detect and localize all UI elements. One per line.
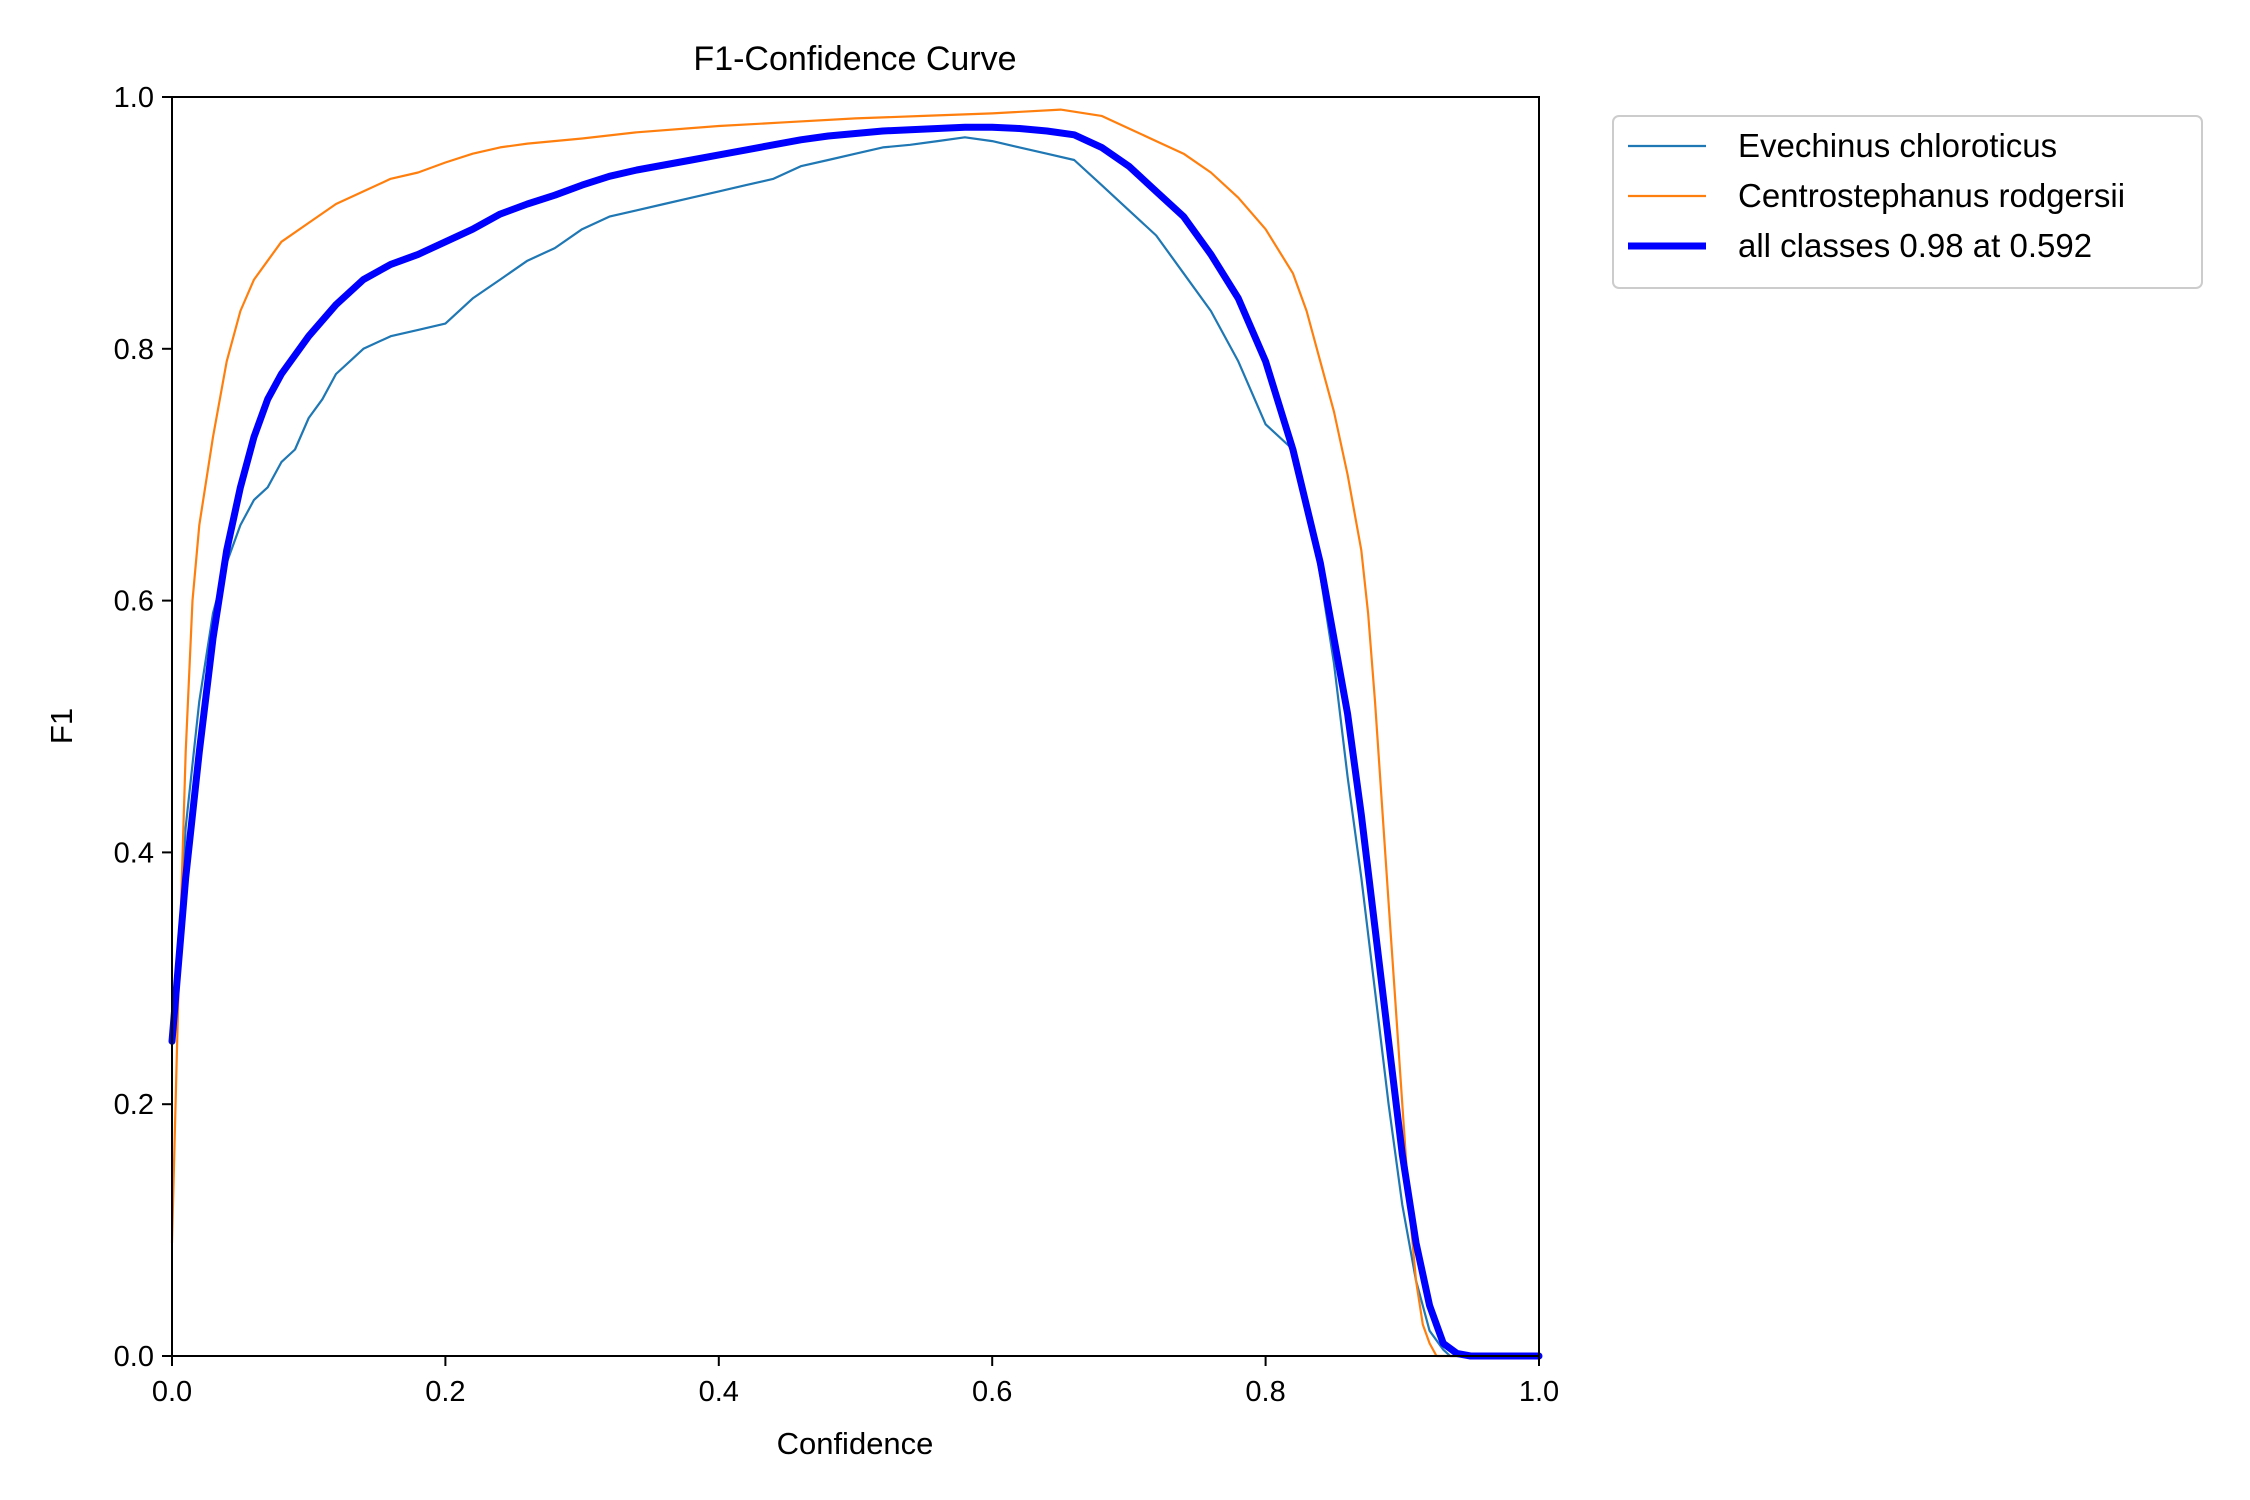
y-tick-label: 0.4 xyxy=(114,837,154,869)
y-tick-label: 0.2 xyxy=(114,1089,154,1121)
x-tick-label: 1.0 xyxy=(1519,1376,1559,1408)
x-tick-label: 0.6 xyxy=(972,1376,1012,1408)
legend-box xyxy=(1612,115,2203,289)
y-tick-label: 1.0 xyxy=(114,82,154,114)
x-tick-label: 0.4 xyxy=(699,1376,739,1408)
y-tick-label: 0.6 xyxy=(114,586,154,618)
plot-series xyxy=(168,108,1543,1360)
legend: Evechinus chloroticus Centrostephanus rod… xyxy=(1612,115,2203,289)
legend-label-3: all classes 0.98 at 0.592 xyxy=(1738,227,2092,264)
y-tick-label: 0.8 xyxy=(114,334,154,366)
x-tick-label: 0.2 xyxy=(425,1376,465,1408)
legend-entries: Evechinus chloroticus Centrostephanus rod… xyxy=(1628,127,2125,264)
y-axis-ticks: 0.0 0.2 0.4 0.6 0.8 1.0 xyxy=(114,82,172,1373)
chart-title: F1-Confidence Curve xyxy=(693,40,1016,78)
plot-frame xyxy=(171,96,1540,1357)
legend-label-2: Centrostephanus rodgersii xyxy=(1738,177,2125,214)
series-line-2 xyxy=(170,108,1541,1358)
y-tick-label: 0.0 xyxy=(114,1341,154,1373)
x-axis-label: Confidence xyxy=(777,1426,934,1461)
x-tick-label: 0.0 xyxy=(152,1376,192,1408)
legend-label-1: Evechinus chloroticus xyxy=(1738,127,2057,164)
x-tick-label: 0.8 xyxy=(1245,1376,1285,1408)
series-line-1 xyxy=(170,136,1541,1358)
series-line-3 xyxy=(168,123,1543,1360)
y-axis-label: F1 xyxy=(44,708,79,744)
x-axis-ticks: 0.0 0.2 0.4 0.6 0.8 1.0 xyxy=(152,1356,1559,1408)
